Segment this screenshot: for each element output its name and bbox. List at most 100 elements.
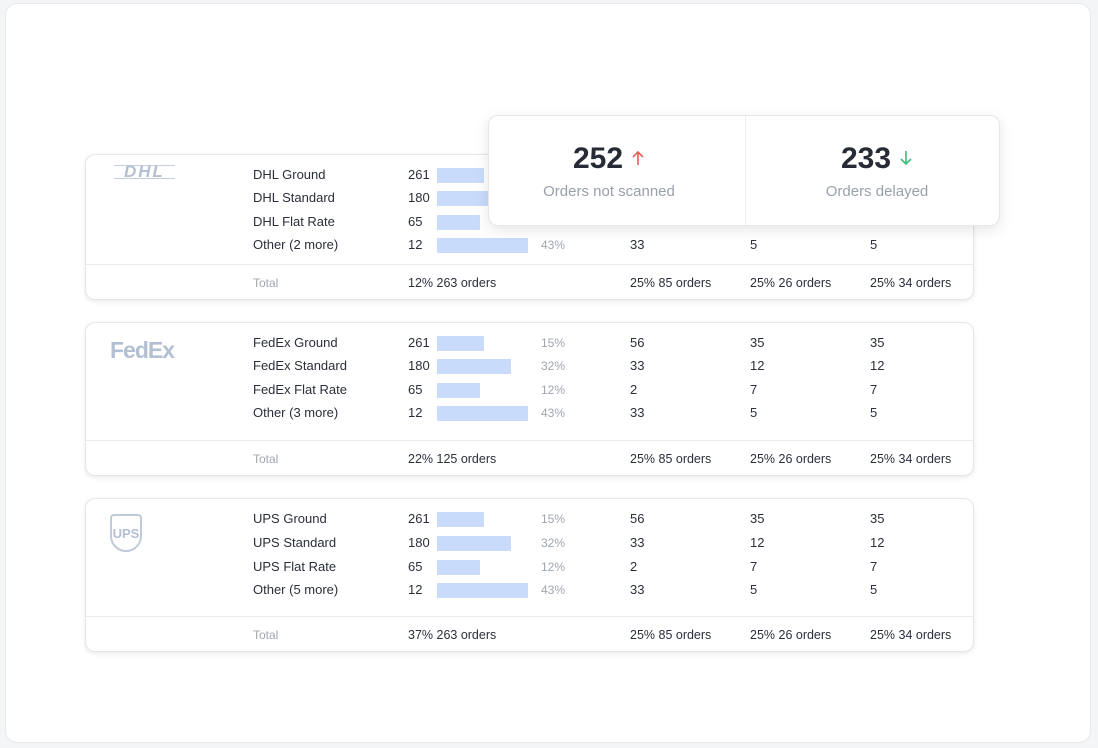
row-cell: 33 — [630, 534, 645, 550]
total-cell: 25% 26 orders — [750, 452, 832, 466]
row-cell: 35 — [870, 511, 885, 526]
row-divider — [86, 440, 973, 441]
row-cell: 5 — [750, 582, 758, 598]
total-label: Total — [253, 276, 279, 290]
carrier-logo: UPS — [110, 514, 142, 552]
row-count: 12 — [408, 236, 423, 252]
row-cell: 7 — [750, 381, 758, 397]
row-cell: 2 — [630, 381, 638, 397]
row-name: UPS Standard — [253, 534, 337, 550]
row-count: 65 — [408, 558, 423, 574]
row-cell: 56 — [630, 511, 645, 526]
kpi-value: 233 — [841, 142, 913, 176]
kpi-divider — [745, 116, 746, 225]
kpi-value: 252 — [573, 142, 645, 176]
share-bar — [437, 559, 480, 575]
kpi-card: 252 Orders not scanned 233 Orders delayed — [488, 115, 1000, 226]
row-share: 43% — [541, 237, 566, 252]
carrier-logo: FedEx — [110, 337, 175, 363]
total-label: Total — [253, 628, 279, 642]
row-count: 65 — [408, 381, 423, 397]
share-bar — [437, 405, 528, 421]
carrier-logo: DHL — [114, 163, 175, 180]
row-cell: 35 — [750, 335, 765, 350]
row-cell: 33 — [630, 582, 645, 598]
row-cell: 33 — [630, 404, 645, 420]
row-share: 32% — [541, 535, 566, 550]
trend-arrow — [900, 151, 912, 166]
row-count: 12 — [408, 582, 423, 598]
share-bar — [437, 382, 480, 398]
total-cell: 25% 26 orders — [750, 276, 832, 290]
carrier-card: FedEx FedEx Ground 261 15% 56 35 35 FedEx Stand… — [85, 322, 974, 476]
row-cell: 12 — [870, 358, 885, 374]
arrow-path — [632, 150, 644, 165]
row-cell: 5 — [750, 404, 758, 420]
row-cell: 12 — [750, 534, 765, 550]
row-share: 15% — [541, 336, 566, 350]
row-cell: 7 — [870, 558, 878, 574]
share-bar — [437, 359, 511, 375]
row-share: 32% — [541, 359, 566, 374]
share-bar — [437, 237, 528, 253]
row-divider — [86, 616, 973, 617]
row-share: 15% — [541, 512, 566, 526]
row-name: FedEx Flat Rate — [253, 381, 347, 397]
row-count: 180 — [408, 190, 430, 206]
row-name: UPS Flat Rate — [253, 558, 337, 574]
row-cell: 56 — [630, 335, 645, 350]
kpi-label: Orders delayed — [825, 183, 929, 200]
total-cell: 37% 263 orders — [408, 628, 497, 642]
row-name: DHL Standard — [253, 190, 335, 206]
total-cell: 25% 85 orders — [630, 628, 712, 642]
row-cell: 12 — [750, 358, 765, 374]
total-cell: 22% 125 orders — [408, 452, 497, 466]
arrow-path — [900, 151, 912, 166]
row-cell: 35 — [750, 511, 765, 526]
row-name: Other (3 more) — [253, 404, 339, 420]
row-cell: 5 — [750, 236, 758, 252]
share-bar — [437, 214, 480, 230]
row-name: DHL Flat Rate — [253, 213, 335, 229]
row-count: 180 — [408, 358, 430, 374]
row-count: 180 — [408, 534, 430, 550]
share-bar — [437, 336, 485, 351]
total-cell: 12% 263 orders — [408, 276, 497, 290]
row-cell: 7 — [750, 558, 758, 574]
share-bar — [437, 583, 528, 599]
row-name: Other (2 more) — [253, 236, 339, 252]
share-bar — [437, 168, 485, 183]
total-cell: 25% 34 orders — [870, 276, 952, 290]
total-label: Total — [253, 452, 279, 466]
row-name: FedEx Standard — [253, 358, 347, 374]
row-name: UPS Ground — [253, 511, 327, 526]
row-share: 12% — [541, 382, 566, 397]
row-count: 65 — [408, 213, 423, 229]
total-cell: 25% 34 orders — [870, 452, 952, 466]
row-divider — [86, 264, 973, 265]
row-share: 43% — [541, 405, 566, 420]
row-share: 12% — [541, 559, 566, 574]
row-share: 43% — [541, 583, 566, 598]
row-count: 261 — [408, 335, 430, 350]
total-cell: 25% 85 orders — [630, 276, 712, 290]
row-count: 261 — [408, 167, 430, 182]
row-cell: 5 — [870, 404, 878, 420]
trend-arrow — [632, 150, 644, 165]
row-count: 261 — [408, 511, 430, 526]
row-cell: 33 — [630, 358, 645, 374]
row-cell: 7 — [870, 381, 878, 397]
row-cell: 33 — [630, 236, 645, 252]
row-cell: 35 — [870, 335, 885, 350]
carrier-card: UPS UPS Ground 261 15% 56 35 35 UPS Standard 180… — [85, 498, 974, 652]
total-cell: 25% 26 orders — [750, 628, 832, 642]
total-cell: 25% 34 orders — [870, 628, 952, 642]
row-cell: 5 — [870, 582, 878, 598]
row-count: 12 — [408, 404, 423, 420]
row-name: DHL Ground — [253, 167, 326, 182]
share-bar — [437, 512, 485, 527]
row-name: FedEx Ground — [253, 335, 338, 350]
share-bar — [437, 535, 511, 551]
kpi-label: Orders not scanned — [543, 183, 675, 200]
row-cell: 5 — [870, 236, 878, 252]
